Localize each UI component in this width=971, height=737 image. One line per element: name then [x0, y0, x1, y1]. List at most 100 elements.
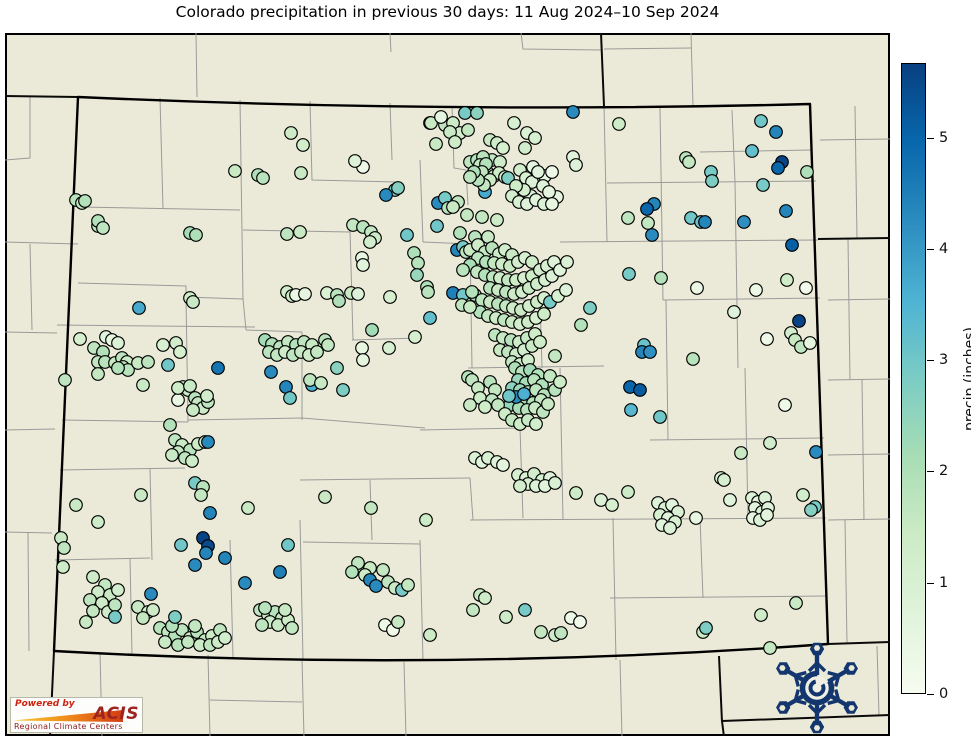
station-dot — [460, 208, 474, 222]
station-dot — [91, 515, 105, 529]
county-line — [649, 437, 825, 441]
station-dot — [792, 314, 806, 328]
station-dot — [518, 141, 532, 155]
station-dot — [640, 202, 654, 216]
county-line — [389, 102, 393, 161]
county-line — [699, 517, 704, 599]
station-dot — [201, 435, 215, 449]
station-dot — [778, 398, 792, 412]
county-line — [819, 138, 890, 141]
station-dot — [569, 486, 583, 500]
colorbar-tick-mark — [927, 582, 934, 584]
station-dot — [763, 641, 777, 655]
station-dot — [188, 619, 202, 633]
station-dot — [705, 174, 719, 188]
station-dot — [181, 635, 195, 649]
station-dot — [643, 345, 657, 359]
county-line — [299, 477, 471, 481]
county-line — [5, 331, 58, 334]
county-line — [389, 33, 392, 53]
station-dot — [478, 400, 492, 414]
county-line — [5, 531, 53, 534]
colorbar-axis-label: precip (inches) — [962, 326, 971, 432]
station-dot — [458, 106, 472, 120]
station-dot — [537, 307, 551, 321]
station-dot — [533, 335, 547, 349]
county-line — [603, 47, 692, 50]
station-dot — [410, 268, 424, 282]
station-dot — [796, 488, 810, 502]
county-line — [827, 298, 890, 301]
station-dot — [163, 418, 177, 432]
colorbar-tick-mark — [927, 248, 934, 250]
station-dot — [86, 570, 100, 584]
county-line — [187, 417, 303, 421]
state-border-line — [5, 95, 79, 98]
station-dot — [434, 110, 448, 124]
station-dot — [423, 311, 437, 325]
station-dot — [285, 621, 299, 635]
station-dot — [456, 263, 470, 277]
station-dot — [86, 604, 100, 618]
station-dot — [255, 618, 269, 632]
station-dot — [284, 126, 298, 140]
county-line — [731, 109, 736, 183]
county-line — [159, 97, 164, 210]
station-dot — [96, 221, 110, 235]
station-dot — [502, 389, 516, 403]
station-dot — [336, 383, 350, 397]
station-dot — [411, 256, 425, 270]
station-dot — [771, 161, 785, 175]
station-dot — [228, 164, 242, 178]
station-dot — [200, 389, 214, 403]
station-dot — [111, 583, 125, 597]
station-dot — [779, 204, 793, 218]
county-line — [827, 378, 890, 381]
station-dot — [461, 123, 475, 137]
station-dot — [727, 305, 741, 319]
station-dot — [496, 141, 510, 155]
county-line — [309, 100, 396, 183]
station-dot — [364, 501, 378, 515]
station-dot — [199, 546, 213, 560]
station-dot — [321, 338, 335, 352]
station-dot — [174, 538, 188, 552]
station-dot — [256, 171, 270, 185]
station-dot — [330, 361, 344, 375]
station-dot — [391, 181, 405, 195]
station-dot — [749, 283, 763, 297]
county-line — [207, 654, 211, 736]
station-dot — [218, 631, 232, 645]
station-dot — [641, 216, 655, 230]
station-dot — [73, 332, 87, 346]
station-dot — [391, 615, 405, 629]
station-dot — [78, 194, 92, 208]
station-dot — [645, 228, 659, 242]
county-line — [690, 33, 694, 107]
county-line — [827, 518, 890, 521]
county-line — [876, 645, 880, 717]
station-dot — [278, 603, 292, 617]
station-dot — [491, 398, 505, 412]
station-dot — [769, 125, 783, 139]
station-dot — [356, 258, 370, 272]
county-line — [662, 297, 821, 301]
station-dot — [369, 579, 383, 593]
county-line — [245, 329, 303, 333]
station-dot — [79, 615, 93, 629]
station-dot — [281, 538, 295, 552]
station-dot — [624, 403, 638, 417]
station-dot — [545, 197, 559, 211]
station-dot — [463, 398, 477, 412]
station-dot — [490, 213, 504, 227]
station-dot — [186, 403, 200, 417]
station-dot — [465, 285, 479, 299]
station-dot — [621, 485, 635, 499]
station-dot — [542, 185, 556, 199]
station-dot — [185, 454, 199, 468]
station-dot — [621, 211, 635, 225]
station-dot — [463, 170, 477, 184]
colorado-state-border — [52, 95, 830, 662]
station-dot — [690, 281, 704, 295]
station-dot — [111, 361, 125, 375]
